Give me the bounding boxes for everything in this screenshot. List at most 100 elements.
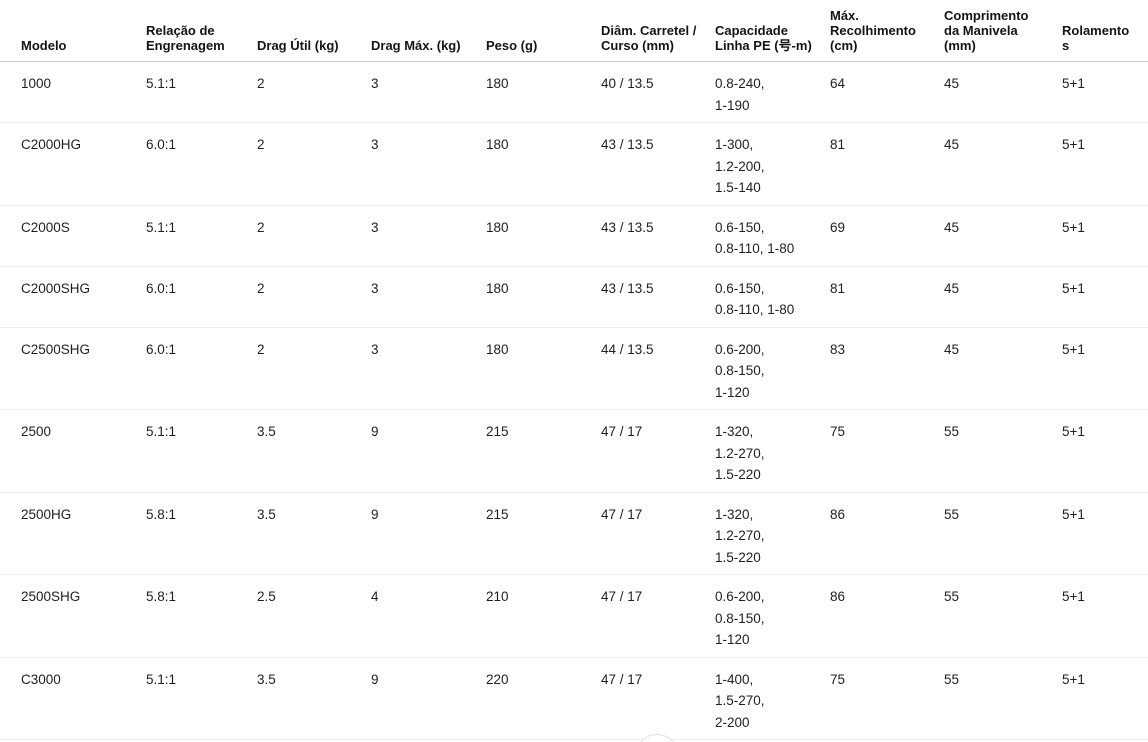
cell-drag_util: 2 (257, 266, 371, 328)
pe-capacity-line: 1-300, (715, 137, 754, 152)
pe-capacity-line: 0.8-240, (715, 76, 765, 91)
cell-bearings: 5+1 (1062, 574, 1148, 658)
cell-weight: 180 (486, 266, 601, 328)
cell-spool: 43 / 13.5 (601, 122, 715, 206)
pe-capacity-line: 1-120 (715, 632, 750, 647)
pe-capacity-line: 1.2-200, (715, 158, 765, 174)
table-row-C2500SHG: C2500SHG 6.0:1 2 3 180 44 / 13.5 0.6-200, 0.8-1… (0, 327, 1148, 410)
cell-bearings: 5+1 (1062, 657, 1148, 740)
cell-model: C3000 (0, 657, 146, 740)
cell-gear_ratio: 5.1:1 (146, 61, 257, 123)
pe-capacity-line: 1-190 (715, 97, 750, 113)
cell-weight: 215 (486, 492, 601, 575)
column-header-retrieve: Máx. Recolhimento (cm) (830, 0, 944, 62)
cell-gear_ratio: 6.0:1 (146, 122, 257, 206)
pe-capacity-line: 0.8-110, 1-80 (715, 302, 795, 317)
cell-retrieve: 69 (830, 205, 944, 267)
cell-bearings: 5+1 (1062, 492, 1148, 575)
cell-drag_util: 2 (257, 205, 371, 267)
pe-capacity-line: 1.2-270, (715, 528, 765, 543)
header-row: Modelo Relação de Engrenagem Drag Útil (kg… (0, 0, 1148, 62)
pe-capacity-line: 0.6-150, (715, 219, 765, 235)
cell-pe_capacity: 1-320, 1.2-270, 1.5-220 (715, 492, 830, 575)
table-header: Modelo Relação de Engrenagem Drag Útil (kg… (0, 0, 1148, 62)
cell-retrieve: 64 (830, 61, 944, 123)
cell-bearings: 5+1 (1062, 122, 1148, 206)
cell-weight: 210 (486, 574, 601, 658)
cell-bearings: 5+1 (1062, 205, 1148, 267)
cell-spool: 44 / 13.5 (601, 327, 715, 410)
cell-bearings: 5+1 (1062, 61, 1148, 123)
cell-pe_capacity: 1-400, 1.5-270, 2-200 (715, 657, 830, 740)
cell-retrieve: 81 (830, 266, 944, 328)
table-row-2500: 2500 5.1:1 3.5 9 215 47 / 17 1-320, 1.2-270, 1.5… (0, 409, 1148, 493)
pe-capacity-line: 1-400, (715, 671, 754, 687)
cell-handle: 55 (944, 574, 1062, 658)
table-row-2500SHG: 2500SHG 5.8:1 2.5 4 210 47 / 17 0.6-200, 0.8-15… (0, 574, 1148, 658)
cell-model: C2000S (0, 205, 146, 267)
cell-weight: 220 (486, 657, 601, 740)
table-row-C2000SHG: C2000SHG 6.0:1 2 3 180 43 / 13.5 0.6-150, 0.8-1… (0, 266, 1148, 328)
cell-pe_capacity: 1-300, 1.2-200, 1.5-140 (715, 122, 830, 206)
pe-capacity-line: 1.2-270, (715, 445, 765, 461)
column-header-weight: Peso (g) (486, 0, 601, 62)
cell-weight: 180 (486, 61, 601, 123)
column-header-drag_util: Drag Útil (kg) (257, 0, 371, 62)
cell-weight: 180 (486, 205, 601, 267)
cell-gear_ratio: 6.0:1 (146, 327, 257, 410)
table-row-C2000S: C2000S 5.1:1 2 3 180 43 / 13.5 0.6-150, 0.8-110… (0, 205, 1148, 267)
cell-retrieve: 75 (830, 657, 944, 740)
column-header-drag_max: Drag Máx. (kg) (371, 0, 486, 62)
cell-drag_util: 2 (257, 327, 371, 410)
pe-capacity-line: 0.6-200, (715, 589, 765, 604)
cell-pe_capacity: 0.6-150, 0.8-110, 1-80 (715, 266, 830, 328)
cell-drag_max: 3 (371, 205, 486, 267)
cell-spool: 47 / 17 (601, 409, 715, 493)
cell-drag_util: 2 (257, 61, 371, 123)
cell-handle: 55 (944, 492, 1062, 575)
cell-pe_capacity: 0.6-200, 0.8-150, 1-120 (715, 327, 830, 410)
cell-model: 2500SHG (0, 574, 146, 658)
cell-drag_util: 3.5 (257, 492, 371, 575)
pe-capacity-line: 1.5-270, (715, 693, 765, 708)
cell-gear_ratio: 5.1:1 (146, 409, 257, 493)
pe-capacity-line: 1-320, (715, 424, 754, 439)
cell-handle: 45 (944, 122, 1062, 206)
pe-capacity-line: 2-200 (715, 714, 750, 730)
cell-gear_ratio: 5.1:1 (146, 205, 257, 267)
cell-drag_max: 9 (371, 409, 486, 493)
cell-handle: 45 (944, 266, 1062, 328)
table-row-1000: 1000 5.1:1 2 3 180 40 / 13.5 0.8-240, 1-190 64 45… (0, 61, 1148, 123)
cell-drag_max: 3 (371, 61, 486, 123)
cell-weight: 180 (486, 327, 601, 410)
cell-weight: 215 (486, 409, 601, 493)
cell-retrieve: 83 (830, 327, 944, 410)
column-header-pe_capacity: Capacidade Linha PE (号-m) (715, 0, 830, 62)
cell-drag_max: 3 (371, 266, 486, 328)
cell-weight: 180 (486, 122, 601, 206)
cell-drag_util: 3.5 (257, 657, 371, 740)
cell-model: C2000HG (0, 122, 146, 206)
table-body: 1000 5.1:1 2 3 180 40 / 13.5 0.8-240, 1-190 64 45… (0, 61, 1148, 740)
cell-drag_util: 3.5 (257, 409, 371, 493)
cell-model: C2000SHG (0, 266, 146, 328)
column-header-model: Modelo (0, 0, 146, 62)
cell-model: 2500 (0, 409, 146, 493)
cell-model: 2500HG (0, 492, 146, 575)
cell-handle: 55 (944, 409, 1062, 493)
pe-capacity-line: 0.8-150, (715, 610, 765, 626)
cell-spool: 47 / 17 (601, 574, 715, 658)
pe-capacity-line: 1-120 (715, 384, 750, 400)
cell-handle: 45 (944, 327, 1062, 410)
table-row-C2000HG: C2000HG 6.0:1 2 3 180 43 / 13.5 1-300, 1.2-200,… (0, 122, 1148, 206)
column-header-handle: Comprimento da Manivela (mm) (944, 0, 1062, 62)
table-row-2500HG: 2500HG 5.8:1 3.5 9 215 47 / 17 1-320, 1.2-270, 1… (0, 492, 1148, 575)
cell-retrieve: 86 (830, 492, 944, 575)
cell-retrieve: 81 (830, 122, 944, 206)
cell-model: 1000 (0, 61, 146, 123)
cell-model: C2500SHG (0, 327, 146, 410)
cell-spool: 47 / 17 (601, 657, 715, 740)
cell-bearings: 5+1 (1062, 409, 1148, 493)
cell-pe_capacity: 1-320, 1.2-270, 1.5-220 (715, 409, 830, 493)
